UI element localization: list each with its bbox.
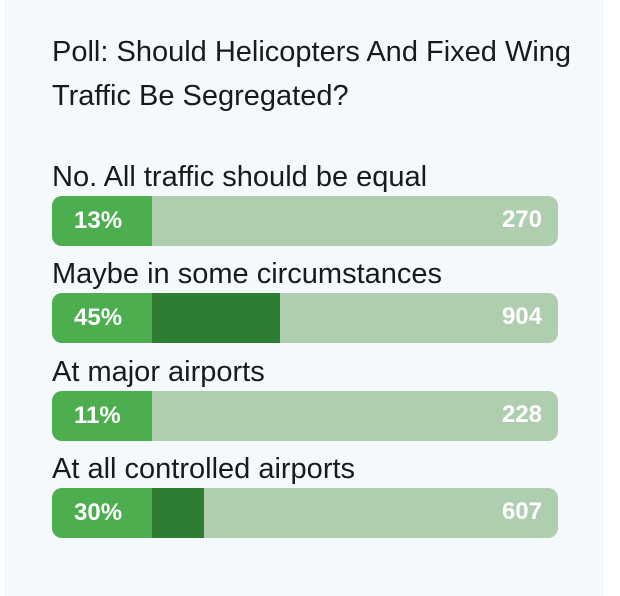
poll-option-major-airports: At major airports 11% 228	[52, 355, 558, 441]
poll-option-label: Maybe in some circumstances	[52, 258, 443, 290]
poll-result-bar[interactable]: 45% 904	[52, 293, 558, 343]
poll-result-bar[interactable]: 11% 228	[52, 391, 558, 441]
poll-title: Poll: Should Helicopters And Fixed Wing …	[52, 36, 572, 112]
vote-count: 607	[501, 498, 542, 525]
poll-result-bar[interactable]: 30% 607	[52, 488, 558, 538]
bar-fill	[152, 293, 280, 343]
poll-option-label: At major airports	[52, 356, 265, 388]
poll-option-label: No. All traffic should be equal	[52, 161, 428, 193]
poll-option-all-controlled-airports: At all controlled airports 30% 607	[52, 452, 558, 538]
poll-option-maybe-some-circumstances: Maybe in some circumstances 45% 904	[52, 257, 558, 343]
bar-percent-segment	[52, 488, 152, 538]
percent-label: 45%	[74, 304, 123, 331]
poll-card: Poll: Should Helicopters And Fixed Wing …	[4, 0, 604, 596]
bar-percent-segment	[52, 196, 152, 246]
poll-option-label: At all controlled airports	[52, 453, 356, 485]
bar-percent-segment	[52, 293, 152, 343]
vote-count: 904	[501, 303, 542, 330]
bar-percent-segment	[52, 391, 152, 441]
percent-label: 30%	[74, 499, 123, 526]
vote-count: 228	[501, 401, 542, 428]
percent-label: 13%	[74, 207, 123, 234]
bar-fill	[152, 488, 204, 538]
poll-option-no-all-traffic-equal: No. All traffic should be equal 13% 270	[52, 160, 558, 246]
percent-label: 11%	[74, 402, 121, 429]
poll-result-bar[interactable]: 13% 270	[52, 196, 558, 246]
vote-count: 270	[501, 206, 542, 233]
